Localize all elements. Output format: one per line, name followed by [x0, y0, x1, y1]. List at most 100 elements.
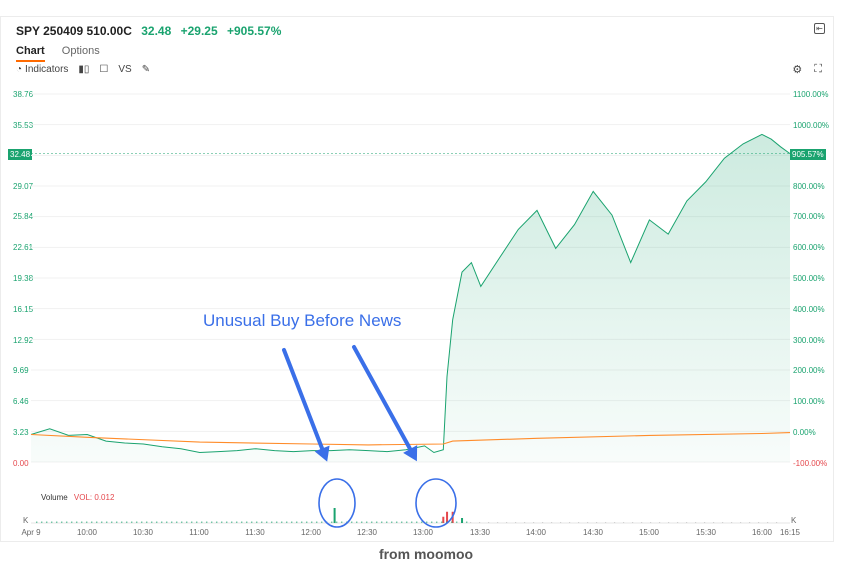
- volume-tick: [46, 521, 48, 523]
- volume-tick: [121, 521, 123, 523]
- volume-tick: [695, 522, 697, 523]
- volume-tick: [126, 521, 128, 523]
- current-price-tag: 32.48: [8, 149, 33, 160]
- indicators-icon: ◔: [16, 64, 23, 75]
- candle-type-icon: ▮▯: [78, 64, 90, 75]
- y-tick-left: 9.69: [13, 366, 29, 375]
- draw-button[interactable]: ✎: [142, 64, 150, 75]
- y-tick-right: 0.00%: [793, 428, 816, 437]
- y-tick-right: 200.00%: [793, 366, 825, 375]
- settings-icon[interactable]: ⚙: [792, 64, 803, 76]
- volume-tick: [351, 521, 353, 523]
- volume-tick: [740, 522, 742, 523]
- volume-tick: [722, 522, 724, 523]
- volume-tick: [431, 521, 433, 523]
- volume-tick: [101, 521, 103, 523]
- volume-tick: [659, 522, 661, 523]
- volume-tick: [488, 522, 490, 523]
- volume-tick: [466, 521, 468, 523]
- volume-tick: [776, 522, 778, 523]
- x-tick: 11:00: [189, 528, 209, 537]
- square-button[interactable]: ☐: [99, 64, 108, 75]
- indicators-button[interactable]: ◔ Indicators: [16, 64, 68, 75]
- expand-icon[interactable]: ⇤: [814, 23, 825, 34]
- volume-tick: [111, 521, 113, 523]
- y-tick-left: 38.76: [13, 90, 34, 99]
- price-line: [30, 133, 791, 454]
- x-tick: 15:00: [638, 528, 660, 537]
- volume-tick: [311, 521, 313, 523]
- volume-tick: [91, 521, 93, 523]
- volume-tick: [542, 522, 544, 523]
- volume-tick: [376, 521, 378, 523]
- volume-tick: [426, 521, 428, 523]
- volume-tick: [131, 521, 133, 523]
- y-tick-left: 16.15: [13, 305, 34, 314]
- volume-tick: [116, 521, 118, 523]
- volume-tick: [461, 521, 463, 523]
- volume-tick: [186, 521, 188, 523]
- vs-button[interactable]: VS: [118, 64, 132, 75]
- annotation-arrowhead: [403, 445, 418, 462]
- volume-tick: [677, 522, 679, 523]
- volume-tick: [36, 521, 38, 523]
- volume-tick: [71, 521, 73, 523]
- y-tick-left: 19.38: [13, 274, 34, 283]
- indicators-label: Indicators: [25, 64, 69, 75]
- volume-tick: [451, 521, 453, 523]
- volume-bar: [461, 518, 464, 523]
- x-tick: 15:30: [695, 528, 717, 537]
- y-tick-left: 29.07: [13, 182, 34, 191]
- current-percent-tag: 905.57%: [790, 149, 826, 160]
- y-tick-right: 100.00%: [793, 397, 825, 406]
- y-tick-left: 25.84: [13, 212, 34, 221]
- volume-tick: [650, 522, 652, 523]
- y-tick-right: 700.00%: [793, 212, 825, 221]
- x-tick: 14:30: [582, 528, 604, 537]
- volume-tick: [306, 521, 308, 523]
- volume-tick: [41, 521, 43, 523]
- tab-options[interactable]: Options: [61, 45, 100, 57]
- volume-tick: [51, 521, 53, 523]
- x-tick: 13:30: [469, 528, 491, 537]
- volume-unit-left: K: [23, 516, 29, 525]
- volume-bar: [333, 508, 336, 523]
- volume-tick: [156, 521, 158, 523]
- volume-tick: [246, 521, 248, 523]
- volume-tick: [191, 521, 193, 523]
- volume-tick: [136, 521, 138, 523]
- volume-tick: [221, 521, 223, 523]
- volume-tick: [161, 521, 163, 523]
- annotation-arrow: [282, 348, 327, 458]
- volume-tick: [396, 521, 398, 523]
- annotation-arrow: [352, 345, 416, 458]
- volume-tick: [605, 522, 607, 523]
- volume-tick: [171, 521, 173, 523]
- volume-tick: [506, 522, 508, 523]
- volume-tick: [551, 522, 553, 523]
- average-price-line: [30, 432, 791, 446]
- y-tick-right: 1100.00%: [793, 90, 829, 99]
- candle-type-button[interactable]: ▮▯: [78, 64, 89, 75]
- volume-tick: [479, 522, 481, 523]
- volume-tick: [406, 521, 408, 523]
- volume-tick: [361, 521, 363, 523]
- volume-tick: [276, 521, 278, 523]
- volume-label: Volume VOL: 0.012: [41, 493, 114, 502]
- tab-bar: Chart Options: [16, 45, 114, 62]
- tab-chart[interactable]: Chart: [16, 45, 45, 62]
- price-change: +29.25: [180, 24, 218, 38]
- volume-tick: [623, 522, 625, 523]
- ticker-symbol: SPY 250409 510.00C: [16, 24, 132, 38]
- volume-tick: [321, 521, 323, 523]
- volume-tick: [271, 521, 273, 523]
- y-tick-right: 1000.00%: [793, 121, 830, 130]
- volume-tick: [641, 522, 643, 523]
- volume-tick: [456, 521, 458, 523]
- x-tick: 12:30: [356, 528, 378, 537]
- volume-tick: [515, 522, 517, 523]
- y-tick-left: 6.46: [13, 397, 29, 406]
- volume-tick: [86, 521, 88, 523]
- fullscreen-icon[interactable]: ⛶: [814, 63, 822, 75]
